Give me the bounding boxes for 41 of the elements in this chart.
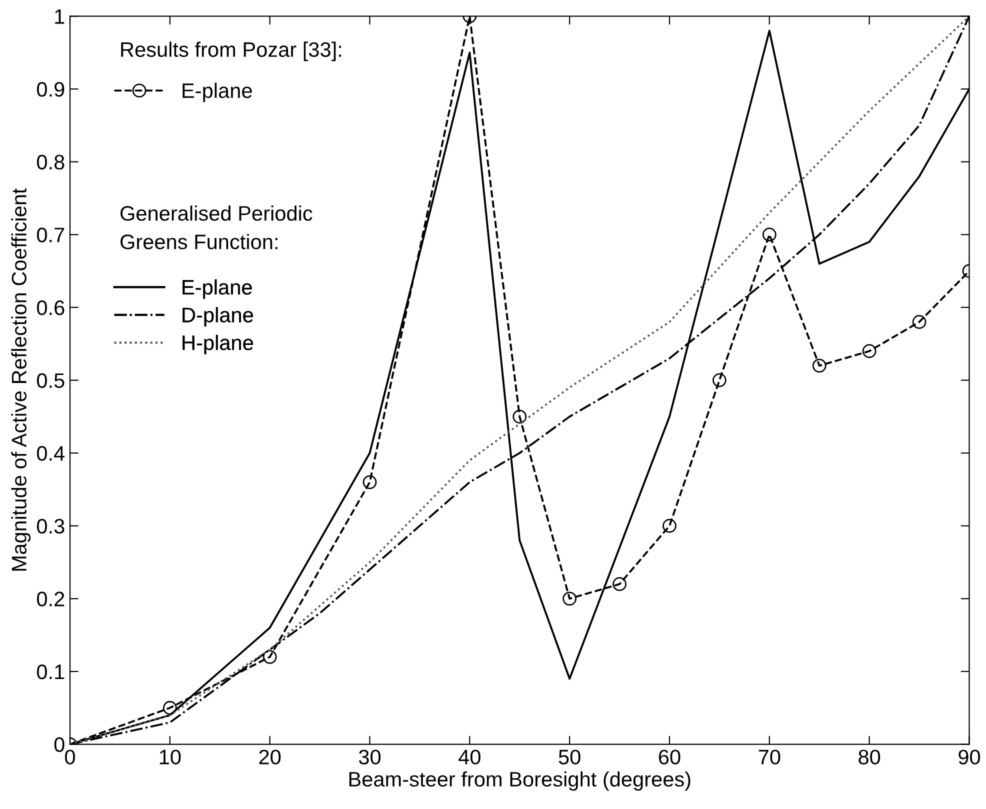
annotation: Results from Pozar [33]: [121,42,342,62]
x-tick-label: 0 [65,750,75,764]
y-tick-label: 0.8 [37,154,64,170]
point [562,592,577,606]
point [262,650,277,664]
x-tick-label: 30 [358,750,381,764]
x-axis-title: Beam-steer from Boresight (degrees) [349,771,690,791]
point [612,577,626,592]
x-tick-label: 70 [758,750,780,764]
y-tick-label: 0.3 [37,518,64,534]
y-tick-label: 0.2 [37,592,64,606]
annotation: Generalised Periodic Greens Function: [120,205,312,250]
x-tick-label: 90 [958,750,980,764]
legend-label: E-plane [182,279,252,299]
x-tick-label: 60 [658,750,680,764]
point [162,700,177,715]
legend-label: H-plane [182,334,254,354]
y-tick-label: 0.5 [37,373,64,388]
point [362,475,377,490]
x-tick-label: 40 [458,750,480,764]
x-tick-label: 80 [858,750,880,764]
point [512,410,527,424]
point [812,358,826,373]
x-tick-label: 10 [160,750,181,764]
y-tick-label: 0 [54,737,64,752]
point [862,344,876,358]
y-tick-label: 0.7 [37,228,64,242]
y-tick-label: 0.1 [37,664,64,680]
legend-label: D-plane [182,307,254,327]
legend-label: E-plane [182,82,252,102]
point [662,518,676,533]
point [762,228,776,242]
y-tick-label: 0.6 [37,300,64,316]
y-axis-title: Magnitude of Active Reflection Coefficient [11,188,31,571]
point [712,373,726,388]
point [912,315,926,329]
y-tick-label: 0.4 [37,446,65,461]
y-tick-label: 1 [55,9,64,24]
x-tick-label: 50 [558,750,580,764]
y-tick-label: 0.9 [37,82,64,97]
x-tick-label: 20 [259,750,281,764]
